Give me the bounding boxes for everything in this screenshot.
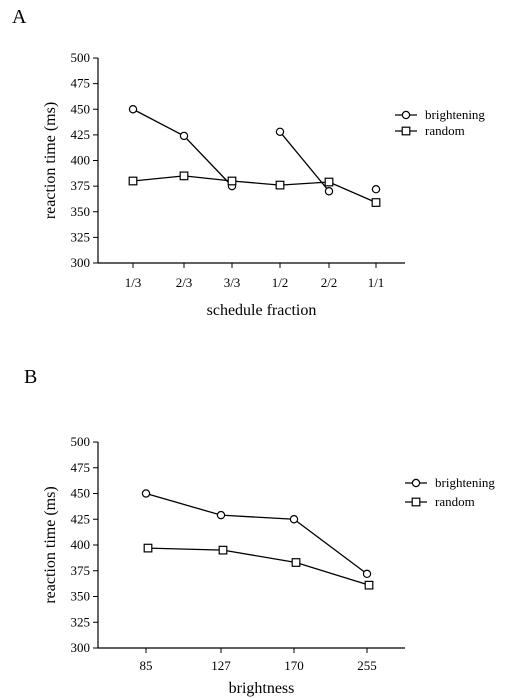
chart-a-y-tick-label: 325 (71, 229, 91, 244)
chart-b-y-tick-label: 350 (71, 589, 91, 604)
chart-b-random-series-point (291, 558, 301, 567)
chart-a-legend-random-label: random (425, 123, 465, 138)
chart-a-y-tick-label: 400 (71, 153, 91, 168)
chart-b-y-tick-label: 325 (71, 614, 91, 629)
chart-b-random-series-point (218, 545, 228, 555)
chart-a-x-tick-label: 1/2 (272, 275, 289, 290)
chart-b-brightening-series-point (141, 489, 151, 498)
chart-a-x-tick-label: 1/3 (125, 275, 142, 290)
chart-a-random-series-point (275, 180, 285, 190)
chart-b-brightening-series-point (289, 515, 299, 524)
chart-a-random-series-point (179, 171, 189, 181)
chart-a-y-tick-label: 300 (71, 255, 91, 270)
chart-b-y-axis-title: reaction time (ms) (42, 486, 59, 603)
chart-a-y-tick-label: 475 (71, 76, 91, 91)
chart-a-random-series-line (132, 175, 377, 204)
chart-a-random-series-point (128, 176, 138, 186)
chart-b-y-tick-label: 500 (71, 434, 91, 449)
chart-a-brightening-series-line (279, 131, 330, 192)
chart-a-brightening-series-point (324, 187, 334, 196)
panel-b-label: B (24, 366, 38, 388)
chart-a-random-series-point (227, 176, 237, 186)
chart-b-y-tick-label: 475 (71, 460, 91, 475)
chart-b-random-series-point (364, 580, 374, 590)
chart-b-x-tick-label: 85 (140, 658, 153, 673)
chart-b-y-tick-label: 375 (71, 563, 91, 578)
chart-a-y-tick-label: 350 (71, 204, 91, 219)
chart-a-y-tick-label: 450 (71, 101, 91, 116)
chart-a-legend-brightening-label: brightening (425, 107, 485, 122)
chart-a-y-tick-label: 425 (71, 127, 91, 142)
chart-a-legend-brightening-marker (401, 110, 411, 120)
chart-a-x-tick-label: 1/1 (368, 275, 385, 290)
chart-b-legend-brightening-label: brightening (435, 475, 495, 490)
chart-b-y-tick-label: 300 (71, 640, 91, 655)
chart-b-x-tick-label: 170 (284, 658, 304, 673)
chart-a-brightening-series-point (371, 184, 381, 194)
chart-b-brightening-series-line (145, 492, 368, 575)
chart-a-y-tick-label: 500 (71, 50, 91, 65)
chart-b-brightening-series-point (216, 510, 226, 520)
chart-b-y-tick-label: 425 (71, 511, 91, 526)
chart-a-legend-random-marker (401, 126, 411, 136)
chart-b-x-tick-label: 255 (357, 658, 377, 673)
chart-a-x-tick-label: 3/3 (224, 275, 241, 290)
chart-a-x-tick-label: 2/3 (176, 275, 193, 290)
chart-b-y-tick-label: 400 (71, 537, 91, 552)
chart-b-legend-random-marker (411, 497, 421, 507)
chart-a-brightening-series-point (275, 127, 285, 136)
chart-a-brightening-series-point (128, 105, 138, 114)
chart-b-brightening-series-point (362, 569, 372, 579)
chart-a-y-tick-label: 375 (71, 178, 91, 193)
chart-b-random-series-point (143, 543, 153, 553)
chart-a-random-series-point (371, 198, 381, 207)
chart-a-x-tick-label: 2/2 (321, 275, 338, 290)
chart-b-x-tick-label: 127 (211, 658, 231, 673)
chart-b-x-axis-title: brightness (229, 680, 295, 697)
chart-b-legend-brightening-marker (411, 478, 421, 488)
chart-a-random-series-point (324, 177, 334, 187)
chart-b-legend-random-label: random (435, 494, 475, 509)
chart-a-brightening-series-point (179, 131, 189, 141)
chart-a-x-axis-title: schedule fraction (207, 302, 317, 319)
chart-a-y-axis-title: reaction time (ms) (42, 102, 59, 219)
chart-b-random-series-line (147, 547, 370, 586)
chart-b-y-tick-label: 450 (71, 486, 91, 501)
panel-a-label: A (12, 6, 27, 28)
